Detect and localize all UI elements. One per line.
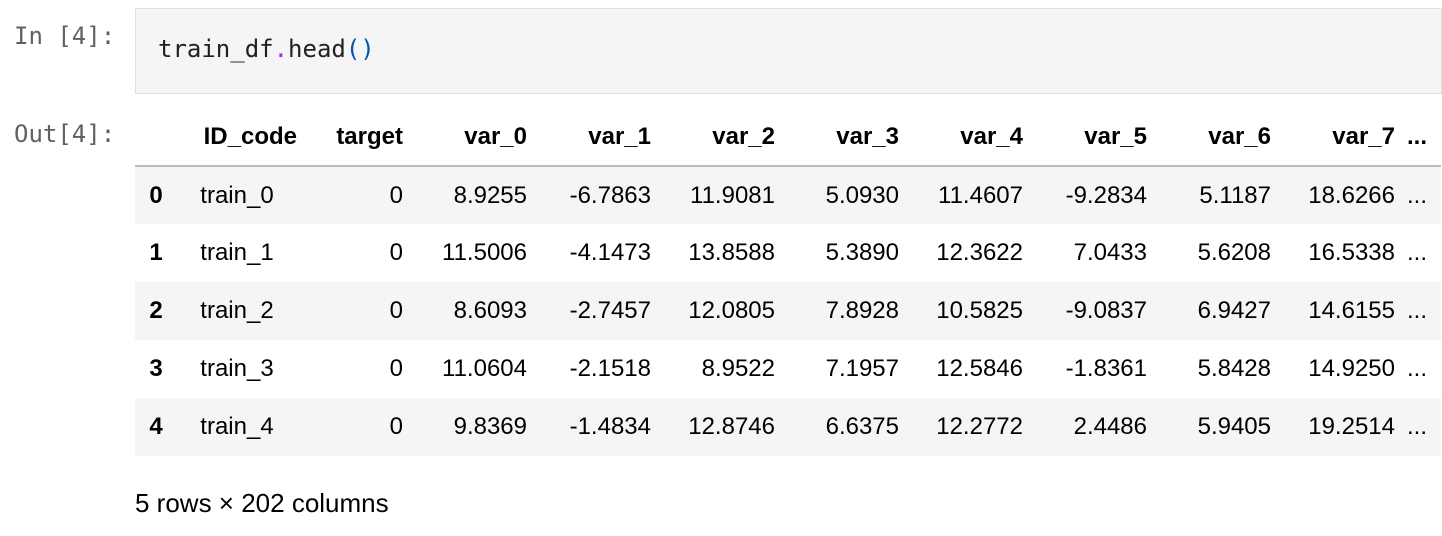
table-cell-ellipsis: ... (1406, 413, 1427, 440)
table-cell: 9.8369 (453, 413, 527, 440)
table-cell: 10.5825 (936, 297, 1023, 324)
table-cell: 6.6375 (825, 413, 899, 440)
table-cell-ellipsis: ... (1406, 239, 1427, 266)
table-cell: 16.5338 (1308, 239, 1395, 266)
table-cell: 14.6155 (1308, 297, 1395, 324)
row-index: 4 (149, 413, 163, 440)
code-parens: () (345, 35, 375, 63)
column-header: var_6 (1147, 108, 1271, 167)
row-index: 0 (149, 181, 163, 209)
table-cell: 12.0805 (688, 297, 775, 324)
dataframe-table: ID_code target var_0 var_1 var_2 var_3 var_4 va… (135, 108, 1441, 456)
table-cell: 19.2514 (1308, 413, 1395, 440)
table-cell: 5.3890 (825, 239, 899, 266)
column-header: var_1 (527, 108, 651, 167)
table-cell: 0 (389, 181, 403, 209)
table-cell: 12.5846 (936, 355, 1023, 382)
code-method: head (288, 35, 346, 63)
table-cell: 7.8928 (825, 297, 899, 324)
table-cell: 8.9255 (453, 181, 527, 209)
table-cell: 0 (389, 413, 403, 440)
column-header: var_4 (899, 108, 1023, 167)
output-prompt: Out[4]: (14, 120, 116, 148)
input-prompt: In [4]: (14, 22, 116, 50)
table-cell: train_0 (200, 181, 274, 209)
table-cell: 5.0930 (825, 181, 899, 209)
table-cell: -6.7863 (569, 181, 651, 209)
code-object: train_df (158, 35, 274, 63)
column-header: var_5 (1023, 108, 1147, 167)
table-cell: 11.4607 (938, 181, 1023, 209)
table-body: 0 train_0 0 8.9255 -6.7863 11.9081 5.0930 11.46… (135, 166, 1441, 456)
column-header: var_2 (651, 108, 775, 167)
table-cell: 11.9081 (690, 181, 775, 209)
table-cell: 0 (389, 297, 403, 324)
code-cell-output: ID_code target var_0 var_1 var_2 var_3 var_4 va… (135, 108, 1442, 456)
table-cell: 5.6208 (1197, 239, 1271, 266)
table-cell: train_4 (200, 413, 274, 440)
table-cell: 12.2772 (936, 413, 1023, 440)
row-index: 2 (149, 297, 163, 324)
table-cell: 0 (389, 239, 403, 266)
code-text[interactable]: train_df.head() (158, 35, 375, 63)
table-row: 0 train_0 0 8.9255 -6.7863 11.9081 5.0930 11.46… (135, 166, 1441, 224)
code-operator: . (273, 35, 289, 63)
table-row: 3 train_3 0 11.0604 -2.1518 8.9522 7.1957 12.58… (135, 340, 1441, 398)
index-header (135, 108, 177, 167)
table-cell: 5.8428 (1197, 355, 1271, 382)
column-header: var_3 (775, 108, 899, 167)
table-cell: 8.9522 (701, 355, 775, 382)
table-cell: 5.1187 (1199, 181, 1271, 209)
table-cell: 0 (389, 355, 403, 382)
table-cell: 13.8588 (688, 239, 775, 266)
table-shape-summary: 5 rows × 202 columns (135, 488, 389, 518)
table-cell: train_2 (200, 297, 274, 324)
table-cell-ellipsis: ... (1406, 297, 1427, 324)
table-cell: 11.0604 (442, 355, 527, 382)
table-cell: train_3 (200, 355, 274, 382)
row-index: 1 (149, 239, 163, 266)
table-cell: -9.2834 (1065, 181, 1147, 209)
table-cell: -9.0837 (1065, 297, 1147, 324)
column-header-ellipsis: ... (1395, 108, 1441, 167)
table-cell: 12.8746 (688, 413, 775, 440)
table-cell: 6.9427 (1197, 297, 1271, 324)
table-cell: train_1 (200, 239, 274, 266)
table-cell: -1.8361 (1065, 355, 1147, 382)
table-cell: 5.9405 (1197, 413, 1271, 440)
table-cell: 12.3622 (936, 239, 1023, 266)
table-cell-ellipsis: ... (1406, 355, 1427, 382)
table-cell-ellipsis: ... (1406, 181, 1427, 209)
table-header-row: ID_code target var_0 var_1 var_2 var_3 var_4 va… (135, 108, 1441, 167)
table-cell: 7.1957 (825, 355, 899, 382)
table-cell: 7.0433 (1073, 239, 1147, 266)
table-cell: 8.6093 (453, 297, 527, 324)
code-cell-input[interactable]: train_df.head() (135, 8, 1442, 94)
table-cell: -1.4834 (569, 413, 651, 440)
table-cell: -2.7457 (569, 297, 651, 324)
column-header: target (297, 108, 403, 167)
table-cell: 14.9250 (1308, 355, 1395, 382)
table-row: 4 train_4 0 9.8369 -1.4834 12.8746 6.6375 12.27… (135, 398, 1441, 456)
table-cell: -2.1518 (569, 355, 651, 382)
row-index: 3 (149, 355, 163, 382)
table-cell: 2.4486 (1073, 413, 1147, 440)
table-row: 1 train_1 0 11.5006 -4.1473 13.8588 5.3890 12.3… (135, 224, 1441, 282)
table-cell: -4.1473 (569, 239, 651, 266)
column-header: var_0 (403, 108, 527, 167)
column-header: var_7 (1271, 108, 1395, 167)
table-cell: 18.6266 (1308, 181, 1395, 209)
column-header: ID_code (177, 108, 297, 167)
table-row: 2 train_2 0 8.6093 -2.7457 12.0805 7.8928 10.58… (135, 282, 1441, 340)
table-cell: 11.5006 (442, 239, 527, 266)
